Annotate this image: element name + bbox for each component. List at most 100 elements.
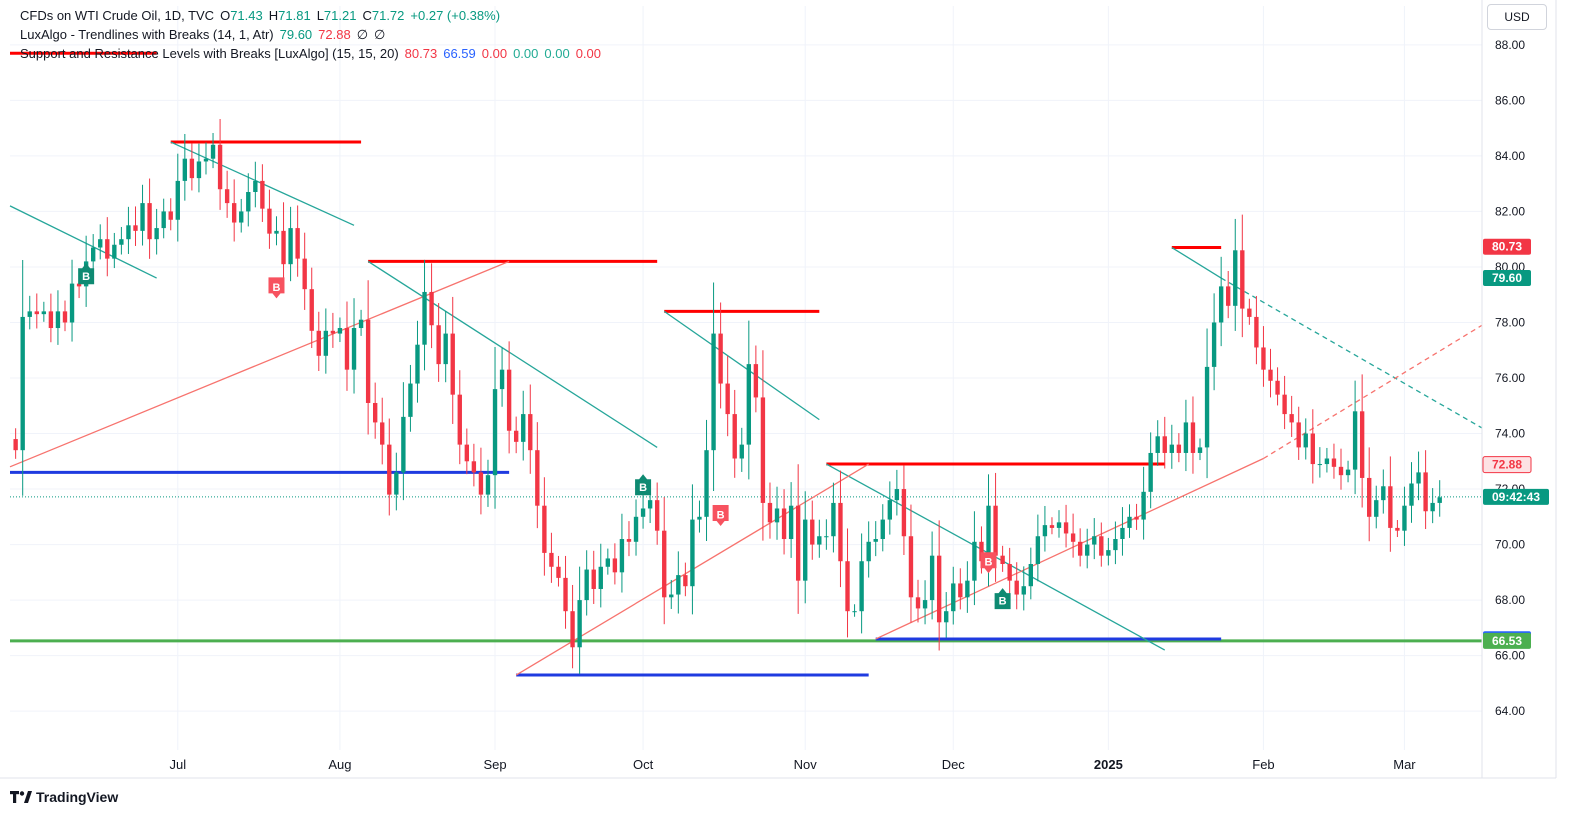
candle — [443, 310, 448, 383]
candle-body — [210, 144, 216, 159]
candle-body — [351, 328, 357, 370]
candle-body — [922, 600, 928, 609]
candle — [1014, 562, 1019, 610]
candle — [1113, 521, 1118, 565]
candle-body — [1106, 550, 1111, 556]
candle-body — [654, 500, 660, 531]
candle — [528, 384, 533, 474]
candle — [1303, 418, 1308, 460]
candle — [1317, 447, 1323, 478]
candle-body — [239, 211, 244, 223]
break-marker-shape — [268, 277, 285, 299]
legend-sr-row[interactable]: Support and Resistance Levels with Break… — [20, 44, 607, 63]
candle-body — [880, 519, 885, 540]
candle — [62, 300, 68, 332]
candle-body — [1134, 516, 1139, 520]
tradingview-logo-text: TradingView — [36, 789, 119, 805]
candle — [1345, 460, 1351, 483]
x-tick-label: Dec — [942, 757, 966, 772]
legend-sr-v3: 0.00 — [481, 46, 508, 61]
candle-body — [408, 383, 413, 417]
candle-body — [168, 211, 173, 220]
break-marker-down: B — [268, 277, 285, 299]
candle-body — [1007, 564, 1012, 581]
y-tick-label: 78.00 — [1495, 315, 1525, 329]
candle-body — [1423, 472, 1428, 512]
candle-body — [965, 580, 970, 598]
candle-body — [944, 611, 949, 623]
candle-body — [380, 422, 385, 445]
candle — [1077, 528, 1083, 567]
candle — [415, 320, 420, 403]
candle — [824, 519, 829, 550]
price-axis-label-text: 66.53 — [1492, 634, 1522, 648]
candle — [499, 347, 505, 407]
candle-body — [936, 555, 942, 623]
candle — [309, 267, 314, 349]
y-tick-label: 68.00 — [1495, 593, 1525, 607]
candle — [203, 142, 209, 175]
candle-body — [365, 319, 371, 403]
candle-body — [1254, 316, 1259, 348]
candle-body — [788, 505, 794, 540]
candle-body — [986, 505, 991, 562]
legend-sr-v4: 0.00 — [513, 46, 539, 61]
candle-body — [372, 402, 378, 423]
candle — [316, 311, 321, 372]
legend: CFDs on WTI Crude Oil, 1D, TVC O71.43 H71.… — [20, 6, 607, 63]
candle-body — [817, 536, 822, 545]
y-tick-label: 86.00 — [1495, 93, 1525, 107]
candle — [69, 259, 75, 342]
candle — [838, 470, 843, 588]
candle — [697, 500, 702, 533]
tradingview-logo[interactable]: TradingView — [10, 789, 118, 805]
break-marker-shape — [635, 474, 652, 496]
break-marker-label: B — [985, 557, 993, 569]
candle-body — [1183, 422, 1189, 453]
legend-symbol-row[interactable]: CFDs on WTI Crude Oil, 1D, TVC O71.43 H71.… — [20, 6, 607, 25]
legend-trendlines-row[interactable]: LuxAlgo - Trendlines with Breaks (14, 1,… — [20, 25, 607, 44]
candle — [1176, 433, 1182, 463]
candle — [944, 592, 949, 638]
candle — [34, 293, 39, 329]
price-axis-label-text: 72.88 — [1492, 458, 1522, 472]
candle — [436, 303, 441, 382]
candle — [210, 133, 216, 169]
currency-button[interactable]: USD — [1487, 4, 1547, 30]
candle-body — [1268, 369, 1273, 381]
candle-body — [521, 414, 526, 442]
candle-body — [1169, 444, 1174, 453]
candle-body — [422, 291, 427, 345]
candle — [231, 179, 237, 242]
candle — [958, 568, 963, 610]
price-axis-label: 80.73 — [1483, 238, 1531, 255]
candle-body — [690, 519, 695, 587]
candle — [1204, 328, 1210, 479]
candles[interactable] — [13, 118, 1442, 675]
candle-body — [443, 333, 448, 365]
price-axis-label-text: 80.73 — [1492, 240, 1522, 254]
candle-body — [845, 561, 850, 612]
candle — [1437, 480, 1442, 517]
candle — [1331, 443, 1337, 479]
candle — [556, 555, 561, 587]
candle-body — [203, 158, 209, 162]
legend-trendlines-title: LuxAlgo - Trendlines with Breaks (14, 1,… — [20, 27, 274, 42]
candle — [535, 422, 540, 529]
candle-body — [570, 611, 575, 648]
candle-body — [267, 208, 272, 234]
candle-body — [224, 189, 230, 204]
candle — [408, 364, 413, 432]
candle — [196, 143, 202, 193]
candle-body — [415, 344, 420, 384]
legend-open-value: 71.43 — [230, 8, 263, 23]
candle — [422, 259, 427, 371]
candle-body — [1127, 516, 1132, 528]
candle — [20, 260, 25, 496]
candle-body — [344, 328, 350, 370]
candle-body — [1310, 433, 1315, 465]
break-marker-label: B — [273, 282, 281, 294]
x-tick-label: Sep — [483, 757, 506, 772]
candle — [1296, 406, 1301, 460]
